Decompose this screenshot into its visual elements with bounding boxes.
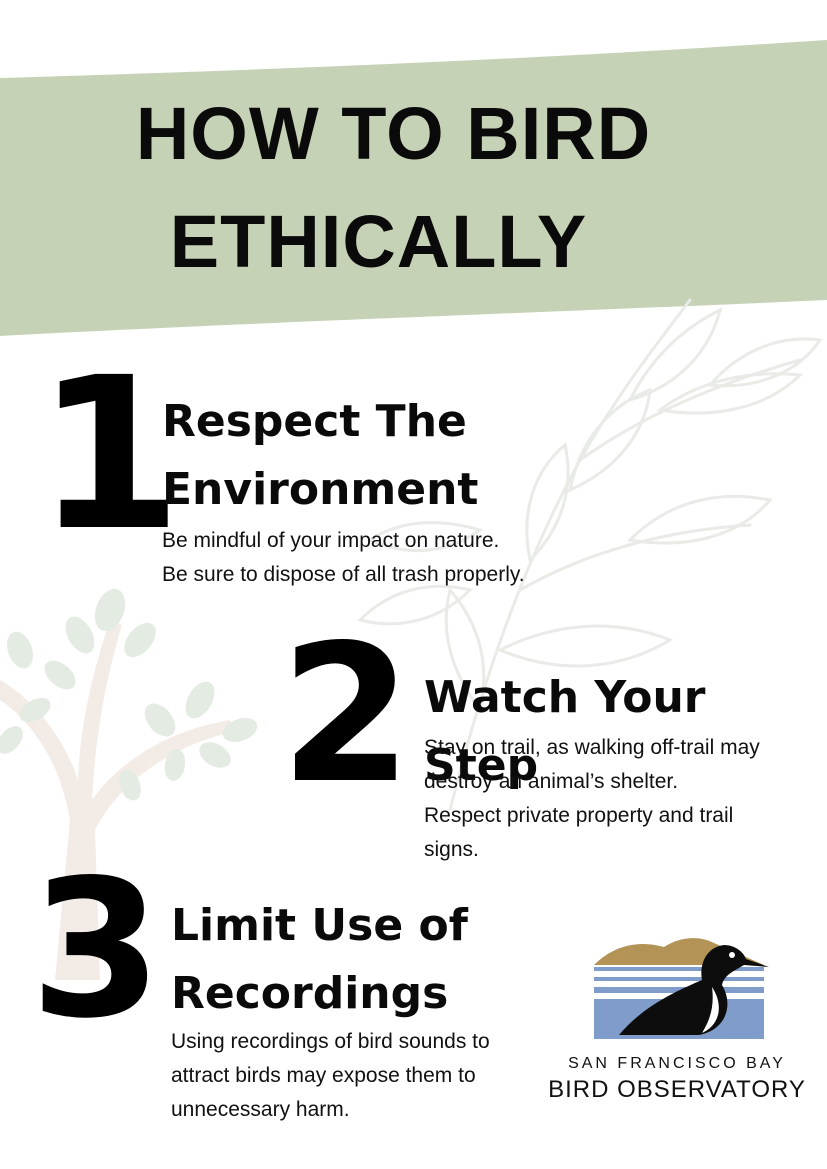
- step-number-1: 1: [36, 332, 183, 577]
- step-1-body-line: Be sure to dispose of all trash properly…: [162, 563, 525, 586]
- step-1-body-line: Be mindful of your impact on nature.: [162, 529, 500, 552]
- stilt-bird-logo-icon: [594, 938, 769, 1039]
- step-3-body: Using recordings of bird sounds to attra…: [171, 1025, 490, 1127]
- step-1-title: Respect The Environment: [162, 388, 478, 524]
- step-3-title: Limit Use of Recordings: [171, 892, 468, 1028]
- step-3-title-line-1: Limit Use of: [171, 900, 468, 951]
- step-number-3: 3: [30, 839, 163, 1060]
- step-3-body-line: Using recordings of bird sounds to: [171, 1030, 490, 1053]
- title-line-2: ETHICALLY: [169, 200, 588, 283]
- logo-line-2: BIRD OBSERVATORY: [548, 1076, 806, 1103]
- step-2-title: Watch Your Step: [424, 664, 827, 800]
- logo-line-1: SAN FRANCISCO BAY: [568, 1055, 786, 1072]
- logo-text: SAN FRANCISCO BAY BIRD OBSERVATORY: [548, 1053, 806, 1105]
- step-number-2: 2: [280, 604, 413, 825]
- step-2-body: Stay on trail, as walking off-trail may …: [424, 731, 760, 867]
- step-1-body: Be mindful of your impact on nature. Be …: [162, 524, 525, 592]
- step-2-body-line: destroy an animal’s shelter.: [424, 770, 679, 793]
- title-line-1: HOW TO BIRD: [135, 92, 652, 175]
- leaf-branch-illustration: [357, 298, 823, 810]
- title-banner: [0, 40, 827, 336]
- step-2-title-line-1: Watch Your Step: [424, 672, 706, 791]
- step-2-body-line: Stay on trail, as walking off-trail may: [424, 736, 760, 759]
- tree-illustration: [0, 588, 258, 980]
- step-2-body-line: signs.: [424, 838, 479, 861]
- step-1-title-line-2: Environment: [162, 464, 479, 515]
- step-3-title-line-2: Recordings: [171, 968, 449, 1019]
- step-1-title-line-1: Respect The: [162, 396, 467, 447]
- page-title: HOW TO BIRD ETHICALLY: [0, 80, 827, 296]
- step-3-body-line: unnecessary harm.: [171, 1098, 350, 1121]
- step-2-body-line: Respect private property and trail: [424, 804, 734, 827]
- step-3-body-line: attract birds may expose them to: [171, 1064, 476, 1087]
